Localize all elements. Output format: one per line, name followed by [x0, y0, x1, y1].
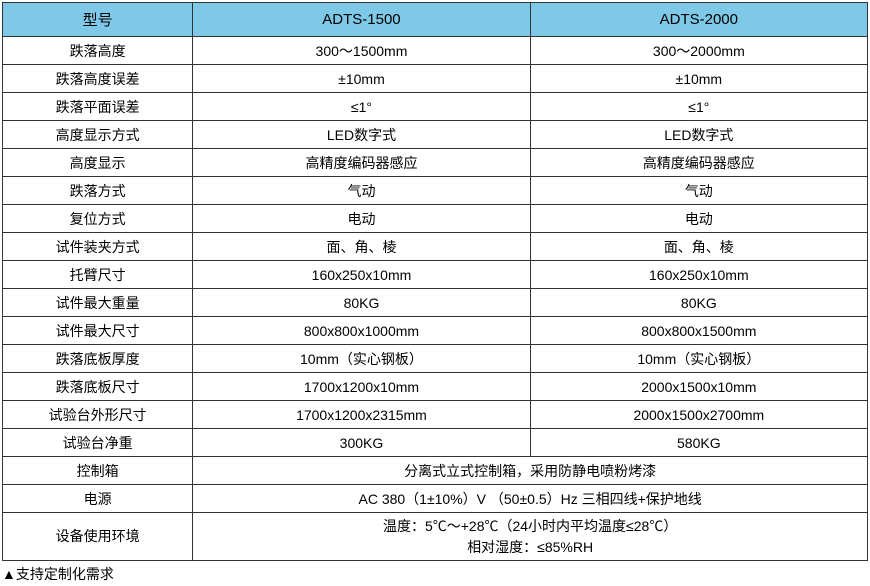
row-label: 跌落高度误差	[3, 65, 193, 93]
row-value-2: 580KG	[530, 429, 867, 457]
header-label: 型号	[3, 3, 193, 37]
row-value-2: 电动	[530, 205, 867, 233]
table-row: 跌落底板尺寸1700x1200x10mm2000x1500x10mm	[3, 373, 868, 401]
table-header-row: 型号 ADTS-1500 ADTS-2000	[3, 3, 868, 37]
row-label: 跌落底板厚度	[3, 345, 193, 373]
row-label: 试件装夹方式	[3, 233, 193, 261]
table-row: 跌落底板厚度10mm（实心钢板）10mm（实心钢板）	[3, 345, 868, 373]
row-label: 试件最大尺寸	[3, 317, 193, 345]
row-label: 设备使用环境	[3, 513, 193, 561]
row-value-1: 1700x1200x10mm	[193, 373, 530, 401]
table-body: 跌落高度300～1500mm300～2000mm跌落高度误差±10mm±10mm…	[3, 37, 868, 561]
row-value-2: 80KG	[530, 289, 867, 317]
row-value-2: 10mm（实心钢板）	[530, 345, 867, 373]
table-row: 跌落平面误差≤1°≤1°	[3, 93, 868, 121]
row-value-1: 1700x1200x2315mm	[193, 401, 530, 429]
row-value-2: ±10mm	[530, 65, 867, 93]
table-row: 试验台净重300KG580KG	[3, 429, 868, 457]
table-row: 托臂尺寸160x250x10mm160x250x10mm	[3, 261, 868, 289]
table-row: 跌落高度误差±10mm±10mm	[3, 65, 868, 93]
row-label: 电源	[3, 485, 193, 513]
row-label: 复位方式	[3, 205, 193, 233]
row-value-1: 80KG	[193, 289, 530, 317]
row-value-1: 160x250x10mm	[193, 261, 530, 289]
table-row: 高度显示方式LED数字式LED数字式	[3, 121, 868, 149]
header-model-2: ADTS-2000	[530, 3, 867, 37]
row-value-2: 800x800x1500mm	[530, 317, 867, 345]
row-value-2: 2000x1500x2700mm	[530, 401, 867, 429]
row-value-1: 电动	[193, 205, 530, 233]
row-label: 跌落高度	[3, 37, 193, 65]
table-row: 试件最大尺寸800x800x1000mm800x800x1500mm	[3, 317, 868, 345]
row-merged-value: AC 380（1±10%）V （50±0.5）Hz 三相四线+保护地线	[193, 485, 868, 513]
row-value-1: 面、角、棱	[193, 233, 530, 261]
row-value-2: 160x250x10mm	[530, 261, 867, 289]
row-value-2: 300～2000mm	[530, 37, 867, 65]
table-row: 跌落方式气动气动	[3, 177, 868, 205]
row-value-1: 300～1500mm	[193, 37, 530, 65]
row-label: 试验台净重	[3, 429, 193, 457]
spec-table-wrapper: 型号 ADTS-1500 ADTS-2000 跌落高度300～1500mm300…	[2, 2, 868, 584]
row-value-2: LED数字式	[530, 121, 867, 149]
table-row: 试验台外形尺寸1700x1200x2315mm2000x1500x2700mm	[3, 401, 868, 429]
row-value-1: 300KG	[193, 429, 530, 457]
row-label: 试件最大重量	[3, 289, 193, 317]
row-merged-value: 温度：5℃～+28℃（24小时内平均温度≤28℃）相对湿度：≤85%RH	[193, 513, 868, 561]
table-row: 跌落高度300～1500mm300～2000mm	[3, 37, 868, 65]
row-value-1: 10mm（实心钢板）	[193, 345, 530, 373]
row-label: 高度显示	[3, 149, 193, 177]
spec-table: 型号 ADTS-1500 ADTS-2000 跌落高度300～1500mm300…	[2, 2, 868, 561]
header-model-1: ADTS-1500	[193, 3, 530, 37]
row-value-1: LED数字式	[193, 121, 530, 149]
row-value-2: 2000x1500x10mm	[530, 373, 867, 401]
row-label: 高度显示方式	[3, 121, 193, 149]
row-value-1: 800x800x1000mm	[193, 317, 530, 345]
footer-note: ▲支持定制化需求	[2, 561, 868, 584]
row-value-1: ±10mm	[193, 65, 530, 93]
table-merged-row: 电源AC 380（1±10%）V （50±0.5）Hz 三相四线+保护地线	[3, 485, 868, 513]
row-value-2: 面、角、棱	[530, 233, 867, 261]
table-merged-row: 设备使用环境温度：5℃～+28℃（24小时内平均温度≤28℃）相对湿度：≤85%…	[3, 513, 868, 561]
row-value-2: ≤1°	[530, 93, 867, 121]
row-value-1: 气动	[193, 177, 530, 205]
table-merged-row: 控制箱分离式立式控制箱，采用防静电喷粉烤漆	[3, 457, 868, 485]
row-value-2: 气动	[530, 177, 867, 205]
row-value-1: 高精度编码器感应	[193, 149, 530, 177]
row-label: 试验台外形尺寸	[3, 401, 193, 429]
row-label: 跌落底板尺寸	[3, 373, 193, 401]
table-row: 试件最大重量80KG80KG	[3, 289, 868, 317]
row-value-1: ≤1°	[193, 93, 530, 121]
row-label: 托臂尺寸	[3, 261, 193, 289]
row-label: 控制箱	[3, 457, 193, 485]
table-row: 试件装夹方式面、角、棱面、角、棱	[3, 233, 868, 261]
row-label: 跌落方式	[3, 177, 193, 205]
table-row: 复位方式电动电动	[3, 205, 868, 233]
table-row: 高度显示高精度编码器感应高精度编码器感应	[3, 149, 868, 177]
row-label: 跌落平面误差	[3, 93, 193, 121]
row-merged-value: 分离式立式控制箱，采用防静电喷粉烤漆	[193, 457, 868, 485]
row-value-2: 高精度编码器感应	[530, 149, 867, 177]
